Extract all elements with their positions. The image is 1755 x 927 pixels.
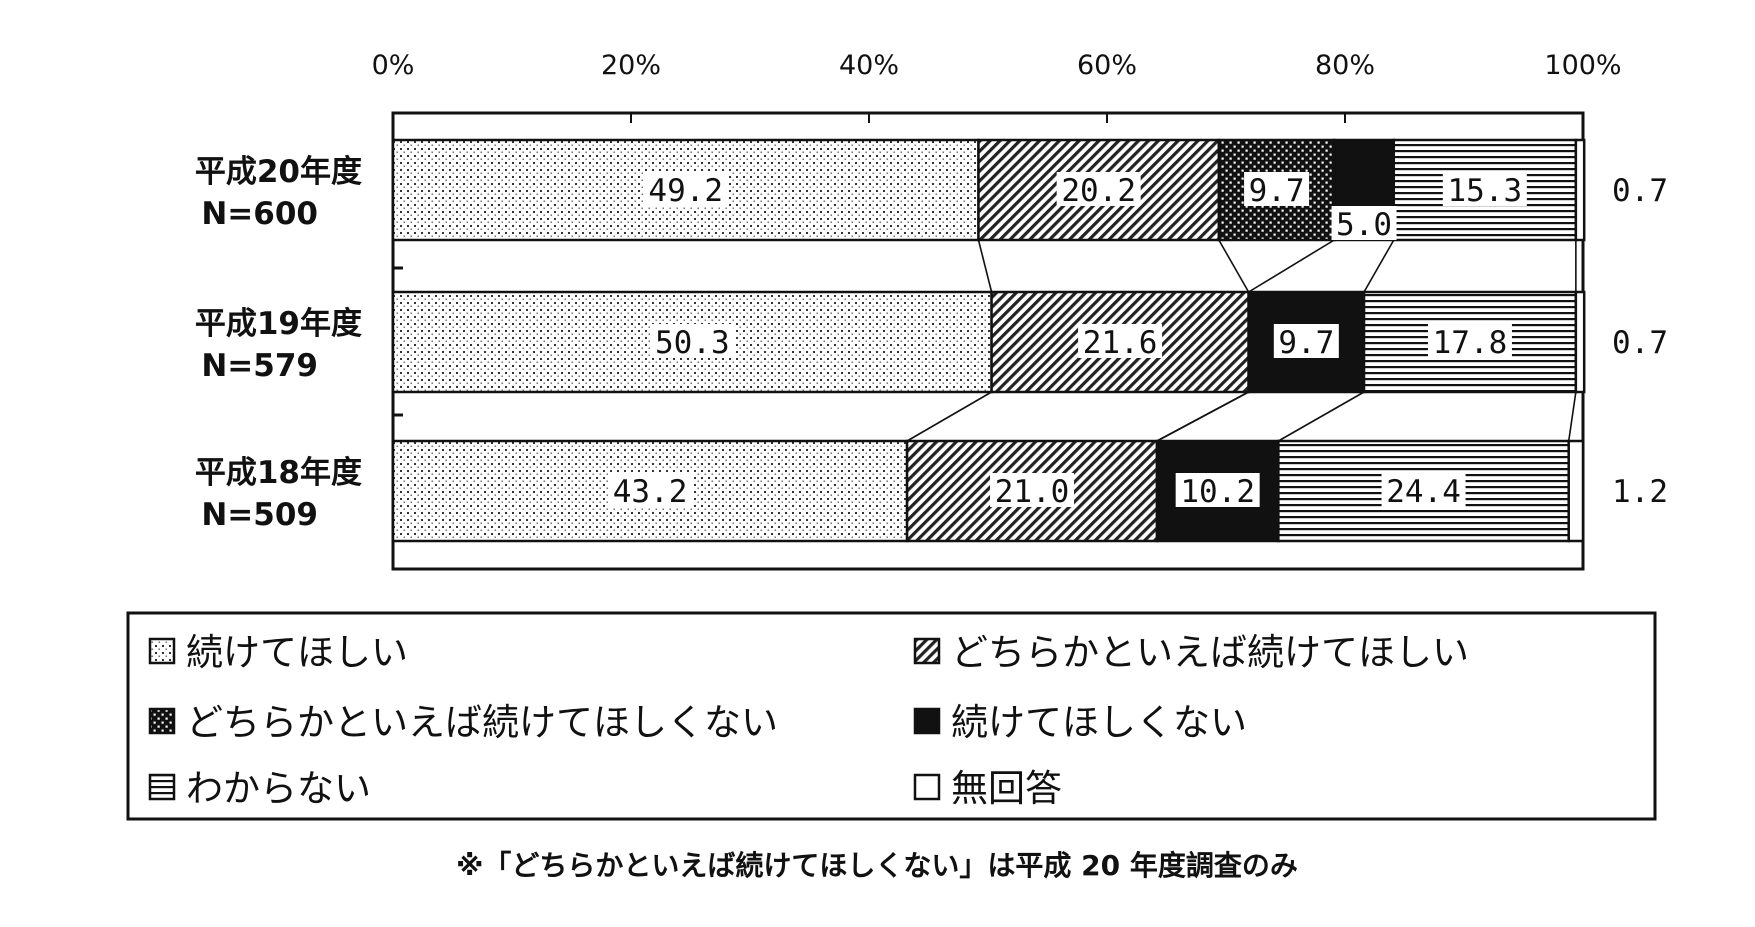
connector-line bbox=[1218, 239, 1250, 293]
category-label: 平成18年度 bbox=[195, 455, 362, 491]
connector-lines bbox=[906, 239, 1577, 442]
value-label-bg bbox=[608, 473, 693, 507]
connector-line bbox=[906, 391, 992, 442]
x-tick-label: 20% bbox=[601, 50, 661, 81]
value-label-bg bbox=[1056, 172, 1141, 206]
value-label: 9.7 bbox=[1249, 173, 1305, 209]
value-label: 21.6 bbox=[1083, 325, 1158, 361]
value-label: 5.0 bbox=[1336, 207, 1392, 243]
x-tick-label: 100% bbox=[1544, 50, 1621, 81]
value-label: 24.4 bbox=[1386, 474, 1461, 510]
value-label: 17.8 bbox=[1433, 325, 1508, 361]
value-label-outside: 0.7 bbox=[1612, 325, 1668, 361]
value-label-bg bbox=[1381, 473, 1466, 507]
x-tick-label: 80% bbox=[1315, 50, 1375, 81]
value-label-bg bbox=[990, 473, 1075, 507]
value-label-outside: 0.7 bbox=[1612, 173, 1668, 209]
legend-swatch bbox=[148, 773, 176, 801]
value-label: 15.3 bbox=[1447, 173, 1522, 209]
value-label-bg bbox=[1331, 206, 1397, 240]
value-label: 20.2 bbox=[1061, 173, 1136, 209]
value-label-outside: 1.2 bbox=[1612, 474, 1668, 510]
value-label-bg bbox=[643, 172, 728, 206]
legend-label: どちらかといえば続けてほしくない bbox=[186, 701, 778, 744]
legend-label: 続けてほしい bbox=[186, 631, 408, 674]
category-labels: 平成20年度 N=600 平成19年度 N=579 平成18年度 N=509 bbox=[195, 154, 362, 533]
connector-line bbox=[1156, 391, 1249, 442]
value-label-bg bbox=[1244, 172, 1310, 206]
value-label-bg bbox=[1078, 324, 1163, 358]
value-label: 9.7 bbox=[1278, 325, 1334, 361]
value-label-bg bbox=[1427, 324, 1512, 358]
category-label: 平成20年度 bbox=[195, 154, 362, 190]
connector-line bbox=[1567, 391, 1577, 442]
legend-swatch bbox=[913, 707, 941, 735]
value-label: 49.2 bbox=[648, 173, 723, 209]
legend-swatch bbox=[913, 773, 941, 801]
value-labels: 49.2 20.2 9.7 5.0 15.3 0.7 50.3 21.6 9.7 17.8 0.7 4… bbox=[608, 172, 1668, 510]
footnote: ※「どちらかといえば続けてほしくない」は平成 20 年度調査のみ bbox=[456, 849, 1298, 882]
bar-segment bbox=[1574, 138, 1586, 242]
category-n-label: N=579 bbox=[201, 348, 318, 384]
legend-label: 続けてほしくない bbox=[951, 701, 1247, 744]
value-label-bg bbox=[1442, 172, 1527, 206]
value-label-bg bbox=[1175, 473, 1260, 507]
connector-line bbox=[1363, 239, 1395, 293]
category-n-label: N=600 bbox=[201, 196, 318, 232]
category-n-label: N=509 bbox=[201, 497, 318, 533]
value-label-bg bbox=[650, 324, 735, 358]
value-label: 21.0 bbox=[995, 474, 1070, 510]
x-axis: 0% 20% 40% 60% 80% 100% bbox=[372, 50, 1622, 417]
value-label: 50.3 bbox=[655, 325, 730, 361]
connector-line bbox=[977, 239, 993, 293]
connector-line bbox=[1277, 391, 1365, 442]
x-tick-label: 0% bbox=[372, 50, 415, 81]
connector-line bbox=[1248, 239, 1335, 293]
legend-swatch bbox=[148, 637, 176, 665]
legend-label: 無回答 bbox=[951, 767, 1062, 810]
legend-swatch bbox=[148, 707, 176, 735]
legend-label: どちらかといえば続けてほしい bbox=[951, 631, 1469, 674]
x-tick-label: 60% bbox=[1077, 50, 1137, 81]
bar-segment bbox=[1567, 439, 1585, 543]
bar-segment bbox=[1574, 290, 1586, 394]
category-label: 平成19年度 bbox=[195, 306, 362, 342]
x-tick-label: 40% bbox=[839, 50, 899, 81]
legend-swatch bbox=[913, 637, 941, 665]
legend-label: わからない bbox=[186, 767, 371, 810]
legend-box bbox=[126, 611, 1657, 821]
value-label: 43.2 bbox=[613, 474, 688, 510]
value-label: 10.2 bbox=[1180, 474, 1255, 510]
value-label-bg bbox=[1273, 324, 1339, 358]
